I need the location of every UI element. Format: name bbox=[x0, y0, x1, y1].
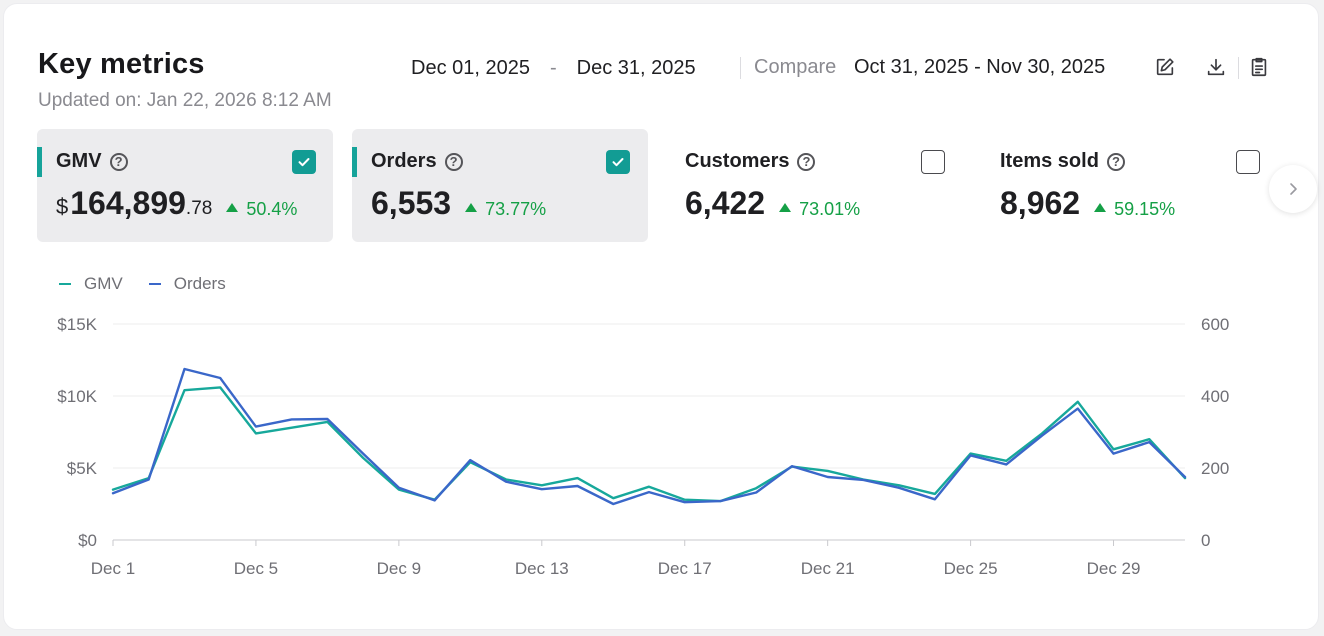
metric-name: Items sold bbox=[1000, 150, 1099, 172]
y-left-tick-label: $10K bbox=[57, 387, 97, 406]
delta-value: 73.77% bbox=[485, 199, 547, 219]
help-icon[interactable]: ? bbox=[444, 152, 463, 171]
y-right-tick-label: 0 bbox=[1201, 531, 1210, 550]
clipboard-icon[interactable] bbox=[1246, 54, 1272, 80]
legend-label: Orders bbox=[173, 274, 226, 293]
line-chart: $0 0 $5K 200 $10K 400 $15K 600 Dec 1 Dec 5 Dec 9 De… bbox=[57, 315, 1229, 578]
currency-symbol: $ bbox=[56, 194, 69, 219]
x-tick-label: Dec 1 bbox=[91, 559, 135, 578]
help-icon[interactable]: ? bbox=[109, 152, 128, 171]
date-start[interactable]: Dec 01, 2025 bbox=[411, 56, 530, 79]
legend-label: GMV bbox=[84, 274, 123, 293]
metric-value-cents: .78 bbox=[185, 198, 213, 219]
check-icon bbox=[612, 158, 624, 167]
divider bbox=[1238, 57, 1239, 79]
metric-value: 6,553 bbox=[371, 185, 452, 221]
page-title: Key metrics bbox=[38, 48, 205, 80]
metric-name: Orders bbox=[371, 150, 437, 172]
y-right-tick-label: 200 bbox=[1201, 459, 1229, 478]
metric-checkbox[interactable] bbox=[606, 150, 630, 174]
metric-card-customers[interactable]: Customers ? 6,422 73.01% bbox=[666, 129, 962, 242]
metric-value: 8,962 bbox=[1000, 185, 1081, 221]
delta-value: 50.4% bbox=[246, 199, 298, 219]
metric-name: GMV bbox=[56, 150, 102, 172]
x-tick-label: Dec 29 bbox=[1087, 559, 1141, 578]
metric-card-orders[interactable]: Orders ? 6,553 73.77% bbox=[352, 129, 648, 242]
download-icon[interactable] bbox=[1203, 54, 1229, 80]
date-separator: - bbox=[549, 56, 557, 79]
delta-value: 73.01% bbox=[799, 199, 861, 219]
compare-label: Compare bbox=[754, 56, 837, 78]
divider bbox=[740, 57, 741, 79]
y-left-tick-label: $5K bbox=[67, 459, 98, 478]
help-icon[interactable]: ? bbox=[1106, 152, 1125, 171]
y-right-tick-label: 600 bbox=[1201, 315, 1229, 334]
key-metrics-card: Key metrics Updated on: Jan 22, 2026 8:1… bbox=[3, 3, 1319, 630]
x-tick-label: Dec 5 bbox=[234, 559, 278, 578]
check-icon bbox=[298, 158, 310, 167]
x-tick-label: Dec 9 bbox=[377, 559, 421, 578]
metric-checkbox[interactable] bbox=[1236, 150, 1260, 174]
y-right-tick-label: 400 bbox=[1201, 387, 1229, 406]
metric-value: 6,422 bbox=[685, 185, 766, 221]
metric-delta: 59.15% bbox=[1094, 199, 1175, 220]
chevron-right-icon bbox=[1290, 183, 1297, 195]
x-tick-label: Dec 13 bbox=[515, 559, 569, 578]
updated-timestamp: Updated on: Jan 22, 2026 8:12 AM bbox=[38, 90, 332, 111]
up-arrow-icon bbox=[465, 203, 478, 212]
series-color-bar bbox=[352, 147, 357, 177]
legend-swatch bbox=[59, 283, 71, 285]
legend-swatch bbox=[148, 283, 161, 285]
metric-delta: 73.77% bbox=[465, 199, 546, 220]
x-tick-label: Dec 17 bbox=[658, 559, 712, 578]
next-metrics-button[interactable] bbox=[1269, 165, 1317, 213]
up-arrow-icon bbox=[1094, 203, 1107, 212]
y-left-tick-label: $15K bbox=[57, 315, 97, 334]
delta-value: 59.15% bbox=[1114, 199, 1176, 219]
x-tick-label: Dec 25 bbox=[944, 559, 998, 578]
metric-checkbox[interactable] bbox=[921, 150, 945, 174]
legend-item-orders[interactable]: Orders bbox=[148, 274, 226, 294]
metric-checkbox[interactable] bbox=[292, 150, 316, 174]
metric-card-items-sold[interactable]: Items sold ? 8,962 59.15% bbox=[981, 129, 1277, 242]
date-range-picker[interactable]: Dec 01, 2025 - Dec 31, 2025 bbox=[411, 55, 696, 81]
help-icon[interactable]: ? bbox=[797, 152, 816, 171]
compare-range-picker[interactable]: Oct 31, 2025 - Nov 30, 2025 bbox=[854, 56, 1106, 78]
edit-icon[interactable] bbox=[1152, 54, 1178, 80]
metric-name: Customers bbox=[685, 150, 790, 172]
series-line-gmv bbox=[111, 386, 1187, 503]
legend-item-gmv[interactable]: GMV bbox=[59, 274, 123, 294]
metric-delta: 50.4% bbox=[226, 199, 297, 220]
series-line-orders bbox=[111, 367, 1187, 506]
series-color-bar bbox=[37, 147, 42, 177]
x-tick-label: Dec 21 bbox=[801, 559, 855, 578]
date-end[interactable]: Dec 31, 2025 bbox=[576, 56, 696, 79]
metric-delta: 73.01% bbox=[779, 199, 860, 220]
chart-legend: GMV Orders bbox=[59, 274, 252, 294]
up-arrow-icon bbox=[226, 203, 239, 212]
metric-value: 164,899 bbox=[70, 185, 186, 221]
y-left-tick-label: $0 bbox=[78, 531, 97, 550]
metric-card-gmv[interactable]: GMV ? $ 164,899 .78 50.4% bbox=[37, 129, 333, 242]
up-arrow-icon bbox=[779, 203, 792, 212]
